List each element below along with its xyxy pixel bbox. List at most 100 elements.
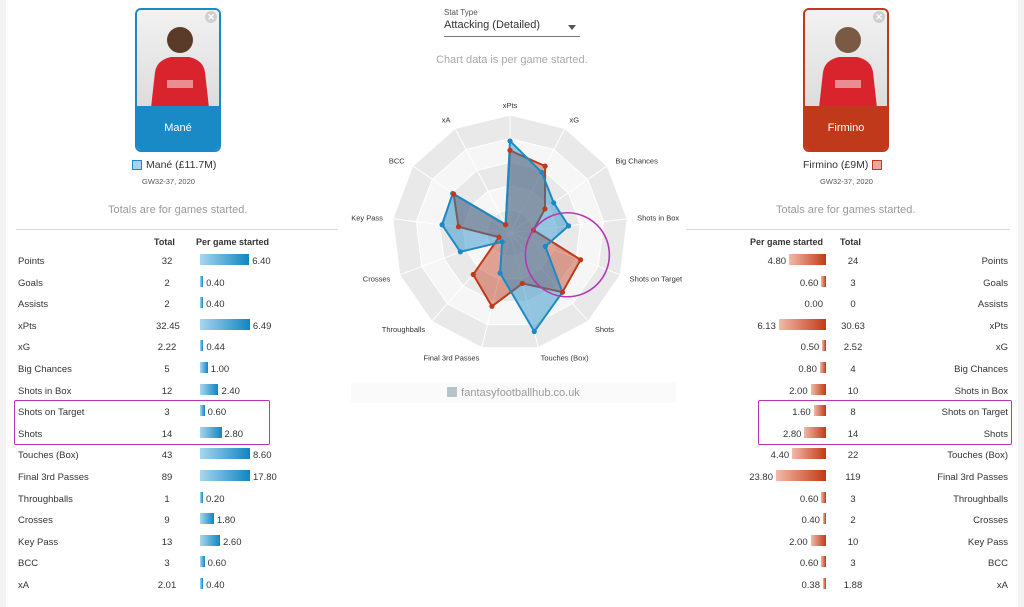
radar-point-man (542, 243, 548, 249)
player-silhouette-icon (151, 27, 209, 108)
table-row: Touches (Box) 43 8.60 (16, 445, 338, 467)
per-game-bar (810, 383, 826, 395)
table-row: Assists 2 0.40 (16, 294, 338, 316)
highlight-box (758, 400, 1012, 446)
radar-series-firmino (452, 149, 582, 308)
stat-name: xA (18, 579, 30, 591)
radar-point-firmino (559, 289, 566, 295)
right-player-card[interactable]: Firmino ✕ (803, 8, 889, 152)
chevron-down-icon (568, 25, 576, 30)
stat-name: xPts (989, 320, 1008, 332)
stat-per-game: 8.60 (253, 450, 272, 462)
radar-point-man (507, 138, 513, 144)
per-game-bar (778, 318, 826, 330)
axis-label-big-chances: Big Chances (615, 156, 658, 165)
radar-point-man (439, 222, 445, 228)
stat-per-game: 6.13 (757, 320, 776, 332)
radar-point-firmino (503, 222, 509, 228)
per-game-bar (200, 275, 204, 287)
remove-right-player-icon[interactable]: ✕ (873, 11, 885, 23)
right-total-header: Total (840, 237, 861, 247)
right-legend-swatch (872, 160, 883, 170)
stat-total: 8 (850, 407, 856, 419)
axis-label-shots-on-target: Shots on Target (630, 274, 683, 283)
right-player-photo (805, 10, 887, 108)
per-game-bar (804, 426, 826, 438)
stat-total: 32 (161, 256, 173, 267)
per-game-bar (200, 405, 205, 417)
left-table-header: Total Per game started (16, 229, 338, 251)
radar-point-man (539, 169, 545, 175)
stat-name: xA (996, 579, 1008, 591)
stat-name: Points (18, 256, 45, 267)
table-row: Goals 2 0.40 (16, 273, 338, 295)
table-row: Shots on Target 8 1.60 (686, 402, 1010, 424)
table-row: Final 3rd Passes 89 17.80 (16, 467, 338, 489)
axis-label-shots-in-box: Shots in Box (637, 214, 679, 223)
radar-spoke (509, 232, 589, 322)
stat-per-game: 1.00 (210, 363, 230, 375)
left-player-card[interactable]: Mané ✕ (135, 8, 221, 152)
table-row: Crosses 2 0.40 (686, 510, 1010, 532)
stat-name: Shots (18, 428, 43, 440)
per-game-bar (200, 318, 250, 330)
right-pergame-header: Per game started (750, 237, 824, 247)
table-row: Final 3rd Passes 119 23.80 (686, 467, 1010, 489)
watermark: fantasyfootballhub.co.uk (351, 383, 676, 403)
remove-left-player-icon[interactable]: ✕ (205, 11, 217, 23)
stat-total: 24 (847, 256, 859, 267)
radar-spoke (509, 165, 608, 234)
stat-name: Shots on Target (18, 407, 85, 419)
stat-per-game: 2.80 (782, 428, 802, 440)
stat-total: 4 (850, 363, 856, 375)
table-row: xA 2.01 0.40 (16, 575, 338, 597)
stat-total: 43 (161, 450, 173, 462)
stat-per-game: 0.40 (206, 277, 225, 289)
radar-point-firmino (455, 224, 462, 230)
stat-per-game: 6.49 (252, 320, 272, 332)
stat-per-game: 0.44 (206, 342, 225, 354)
chart-note: Chart data is per game started. (436, 54, 588, 66)
table-row: Big Chances 4 0.80 (686, 359, 1010, 381)
stat-per-game: 4.80 (767, 256, 787, 267)
stat-name: Shots in Box (18, 385, 72, 397)
stat-per-game: 6.40 (252, 256, 271, 267)
stat-total: 2.01 (157, 579, 177, 591)
per-game-bar (789, 254, 826, 265)
table-row: xPts 32.45 6.49 (16, 316, 338, 338)
radar-point-firmino (578, 257, 584, 263)
stat-total: 3 (164, 558, 170, 570)
right-player-price: Firmino (£9M) (803, 159, 869, 171)
stat-total: 119 (845, 471, 861, 483)
right-player-label: Firmino (£9M) (803, 159, 883, 171)
stat-total: 22 (847, 450, 859, 462)
left-totals-note: Totals are for games started. (108, 204, 248, 216)
table-row: Touches (Box) 22 4.40 (686, 445, 1010, 467)
per-game-bar (822, 513, 826, 525)
per-game-bar (200, 448, 250, 460)
stat-name: Crosses (973, 515, 1008, 527)
right-totals-note: Totals are for games started. (776, 204, 916, 216)
per-game-bar (200, 297, 204, 309)
stat-total: 89 (161, 471, 173, 483)
axis-label-xg: xG (569, 116, 579, 125)
stat-total: 1.88 (843, 579, 863, 591)
per-game-bar (200, 254, 250, 265)
table-row: Throughballs 1 0.20 (16, 489, 338, 511)
axis-label-xpts: xPts (503, 101, 518, 110)
stat-type-select[interactable]: Attacking (Detailed) (444, 19, 580, 37)
stat-name: Crosses (18, 515, 53, 527)
stat-total: 2 (164, 299, 170, 311)
radar-point-firmino (519, 280, 526, 287)
stat-name: Shots on Target (941, 407, 1008, 419)
radar-point-firmino (451, 191, 457, 197)
stat-per-game: 0.80 (798, 363, 817, 375)
stat-per-game: 23.80 (749, 471, 773, 483)
stat-type-value: Attacking (Detailed) (444, 19, 540, 31)
left-legend-swatch (132, 160, 142, 170)
radar-point-firmino (507, 147, 513, 153)
stat-per-game: 0.40 (206, 579, 225, 591)
per-game-bar (810, 534, 826, 546)
stat-name: Shots in Box (954, 385, 1008, 397)
radar-point-firmino (542, 163, 548, 169)
